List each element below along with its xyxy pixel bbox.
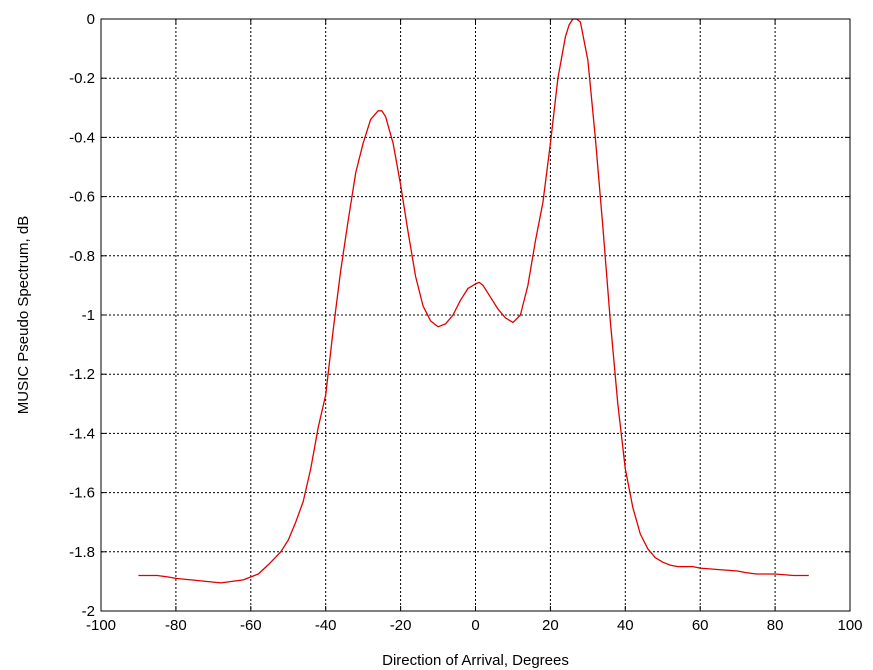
y-tick-label: -1 (82, 307, 95, 324)
x-tick-label: -40 (315, 617, 337, 634)
series-layer (138, 18, 809, 584)
x-tick-label: 60 (692, 617, 709, 634)
y-tick-label: -1.4 (69, 425, 95, 442)
x-tick-label: 20 (542, 617, 559, 634)
x-axis-label: Direction of Arrival, Degrees (382, 652, 569, 669)
y-tick-label: -0.8 (69, 248, 95, 265)
grid-layer (101, 19, 850, 611)
y-axis-label: MUSIC Pseudo Spectrum, dB (15, 216, 32, 414)
y-tick-label: -2 (82, 603, 95, 620)
x-tick-label: 40 (617, 617, 634, 634)
y-tick-label: -0.6 (69, 189, 95, 206)
y-tick-label: -1.2 (69, 366, 95, 383)
x-tick-label: 80 (767, 617, 784, 634)
y-tick-label: -1.8 (69, 544, 95, 561)
tick-layer (100, 18, 851, 612)
tick-label-layer: -100 -80 -60 -40 -20 0 20 40 60 80 100 0 -0.2 -0.4 -0.… (69, 11, 862, 634)
series-line (138, 18, 809, 584)
x-tick-label: 0 (471, 617, 479, 634)
x-tick-label: -20 (390, 617, 412, 634)
y-tick-label: -0.2 (69, 70, 95, 87)
x-tick-label: 100 (837, 617, 862, 634)
x-tick-label: -80 (165, 617, 187, 634)
x-tick-label: -100 (86, 617, 116, 634)
y-tick-label: -0.4 (69, 129, 95, 146)
y-tick-label: -1.6 (69, 485, 95, 502)
x-tick-label: -60 (240, 617, 262, 634)
y-tick-label: 0 (87, 11, 95, 28)
